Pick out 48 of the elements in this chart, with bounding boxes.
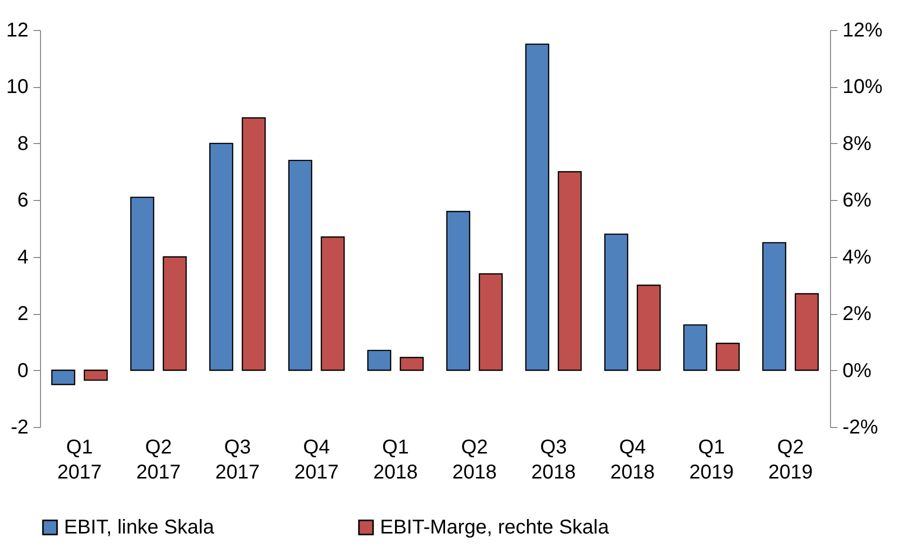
y2-tick-label: 10% xyxy=(842,76,883,98)
bar xyxy=(716,342,740,371)
y2-tick-label: -2% xyxy=(842,416,878,438)
x-tick-label: Q3 2018 xyxy=(531,436,576,484)
bar xyxy=(367,350,392,371)
bar xyxy=(51,370,76,386)
y-tick-label: 4 xyxy=(17,246,28,268)
y2-tick-label: 6% xyxy=(842,190,872,212)
y-tick-label: 10 xyxy=(6,76,28,98)
bar xyxy=(794,293,819,371)
bar xyxy=(400,356,424,371)
bar xyxy=(478,273,503,371)
x-tick-label: Q2 2019 xyxy=(768,436,813,484)
bar xyxy=(683,324,708,371)
bar xyxy=(320,236,345,371)
legend-label: EBIT-Marge, rechte Skala xyxy=(380,516,610,538)
x-tick-label: Q3 2017 xyxy=(215,436,260,484)
bar xyxy=(288,160,312,371)
bar xyxy=(636,284,661,371)
bar xyxy=(558,171,582,371)
x-tick-label: Q1 2019 xyxy=(689,436,734,484)
bar xyxy=(162,256,187,371)
x-tick-label: Q4 2018 xyxy=(610,436,655,484)
legend-label: EBIT, linke Skala xyxy=(64,516,215,538)
y-tick-label: 8 xyxy=(17,132,28,155)
y-tick-label: 6 xyxy=(17,190,28,212)
bar xyxy=(209,142,234,371)
x-tick-label: Q1 2018 xyxy=(373,436,418,484)
bar xyxy=(242,117,266,371)
x-tick-label: Q1 2017 xyxy=(57,436,102,484)
bar xyxy=(130,196,154,371)
bar xyxy=(525,44,550,371)
y2-tick-label: 0% xyxy=(842,360,872,382)
bar xyxy=(604,234,628,371)
x-tick-label: Q4 2017 xyxy=(294,436,339,484)
y-tick-label: 12 xyxy=(6,20,28,42)
y-tick-label: 2 xyxy=(17,303,28,326)
bar xyxy=(762,242,786,371)
y2-tick-label: 4% xyxy=(842,246,872,268)
x-tick-label: Q2 2017 xyxy=(136,436,181,484)
bar xyxy=(84,370,108,381)
y-tick-label: -2 xyxy=(10,416,28,438)
y2-tick-label: 8% xyxy=(842,132,872,155)
y2-tick-label: 12% xyxy=(842,20,883,42)
y-tick-label: 0 xyxy=(17,360,28,382)
y2-tick-label: 2% xyxy=(842,303,872,326)
x-tick-label: Q2 2018 xyxy=(452,436,497,484)
bar xyxy=(446,210,470,371)
